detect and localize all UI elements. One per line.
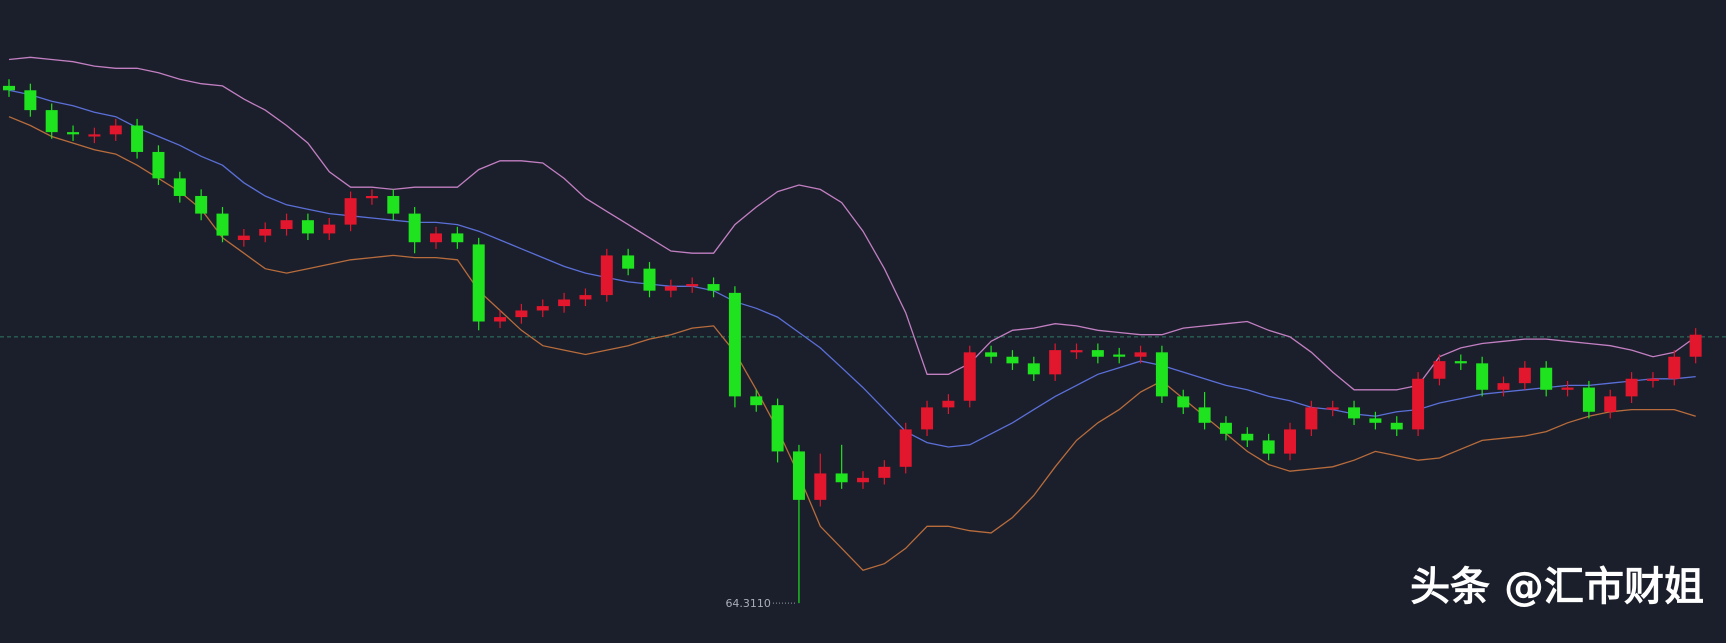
candle-body bbox=[750, 396, 763, 406]
candle-body bbox=[728, 292, 741, 397]
candle-body bbox=[1454, 361, 1467, 364]
candle-body bbox=[109, 125, 122, 135]
candle-body bbox=[1006, 356, 1019, 364]
candle-body bbox=[878, 466, 891, 478]
candle-body bbox=[942, 400, 955, 408]
candle-body bbox=[1646, 378, 1659, 381]
candle-body bbox=[771, 405, 784, 452]
candle-body bbox=[1412, 378, 1425, 430]
candle-body bbox=[1326, 407, 1339, 410]
candle-body bbox=[1518, 367, 1531, 384]
candle-body bbox=[494, 317, 507, 322]
candle-body bbox=[365, 195, 378, 199]
watermark: 头条 @汇市财姐 bbox=[1410, 564, 1704, 610]
candle-body bbox=[152, 151, 165, 179]
candle-body bbox=[515, 310, 528, 318]
candle-body bbox=[921, 407, 934, 430]
candle-body bbox=[1241, 433, 1254, 441]
candle-body bbox=[1348, 407, 1361, 419]
candle-body bbox=[1604, 396, 1617, 412]
candle-body bbox=[963, 352, 976, 401]
candle-body bbox=[237, 235, 250, 241]
candle-body bbox=[835, 473, 848, 483]
candle-body bbox=[173, 178, 186, 196]
candle-body bbox=[1433, 361, 1446, 379]
candle-body bbox=[814, 473, 827, 500]
candle-body bbox=[622, 255, 635, 269]
candle-body bbox=[1497, 383, 1510, 390]
candle-body bbox=[857, 477, 869, 483]
candle-body bbox=[216, 213, 229, 236]
candle-body bbox=[686, 284, 699, 287]
candle-body bbox=[387, 195, 400, 214]
low-label: 64.3110 bbox=[725, 597, 771, 610]
candle-body bbox=[1177, 396, 1190, 408]
candle-body bbox=[536, 306, 549, 311]
candle-body bbox=[344, 198, 357, 225]
candle-body bbox=[1284, 429, 1296, 454]
candle-body bbox=[430, 233, 442, 243]
candle-body bbox=[45, 110, 58, 133]
candle-body bbox=[600, 255, 613, 296]
candle-body bbox=[301, 220, 314, 234]
candle-body bbox=[1049, 350, 1062, 375]
candle-body bbox=[985, 352, 998, 357]
candle-body bbox=[1262, 440, 1275, 454]
candle-body bbox=[24, 90, 37, 111]
candle-body bbox=[1582, 387, 1595, 412]
candle-body bbox=[1476, 363, 1489, 390]
candle-body bbox=[1305, 407, 1318, 430]
band-line bbox=[8, 116, 1696, 572]
candle-body bbox=[664, 286, 677, 291]
candle-body bbox=[1113, 354, 1126, 357]
candle-body bbox=[899, 429, 912, 467]
candle-body bbox=[131, 125, 144, 152]
candle-body bbox=[707, 284, 720, 291]
candle-body bbox=[408, 213, 421, 243]
candle-body bbox=[195, 195, 208, 214]
candle-body bbox=[451, 233, 464, 243]
candle-body bbox=[1027, 363, 1040, 375]
candle-body bbox=[472, 244, 485, 322]
candle-body bbox=[1668, 356, 1681, 379]
candle-body bbox=[323, 224, 336, 234]
candle-body bbox=[1070, 350, 1083, 353]
candle-body bbox=[259, 229, 272, 236]
candle-body bbox=[643, 268, 656, 291]
candle-body bbox=[1091, 350, 1104, 357]
candle-body bbox=[1198, 407, 1211, 423]
candle-body bbox=[67, 132, 80, 135]
candle-body bbox=[3, 85, 15, 91]
candle-body bbox=[1155, 352, 1168, 397]
candle-body bbox=[1689, 334, 1702, 357]
candle-body bbox=[1540, 367, 1553, 390]
candle-body bbox=[792, 451, 805, 500]
candle-body bbox=[1219, 422, 1232, 434]
candle-body bbox=[1134, 352, 1147, 357]
candle-body bbox=[558, 299, 571, 307]
plot: 64.3110 bbox=[0, 56, 1726, 610]
candle-body bbox=[88, 134, 101, 137]
candle-body bbox=[1625, 378, 1638, 397]
candle-body bbox=[1561, 387, 1574, 390]
candle-body bbox=[579, 295, 592, 300]
candle-body bbox=[280, 220, 293, 230]
candle-body bbox=[1390, 422, 1403, 430]
candle-body bbox=[1369, 418, 1382, 423]
